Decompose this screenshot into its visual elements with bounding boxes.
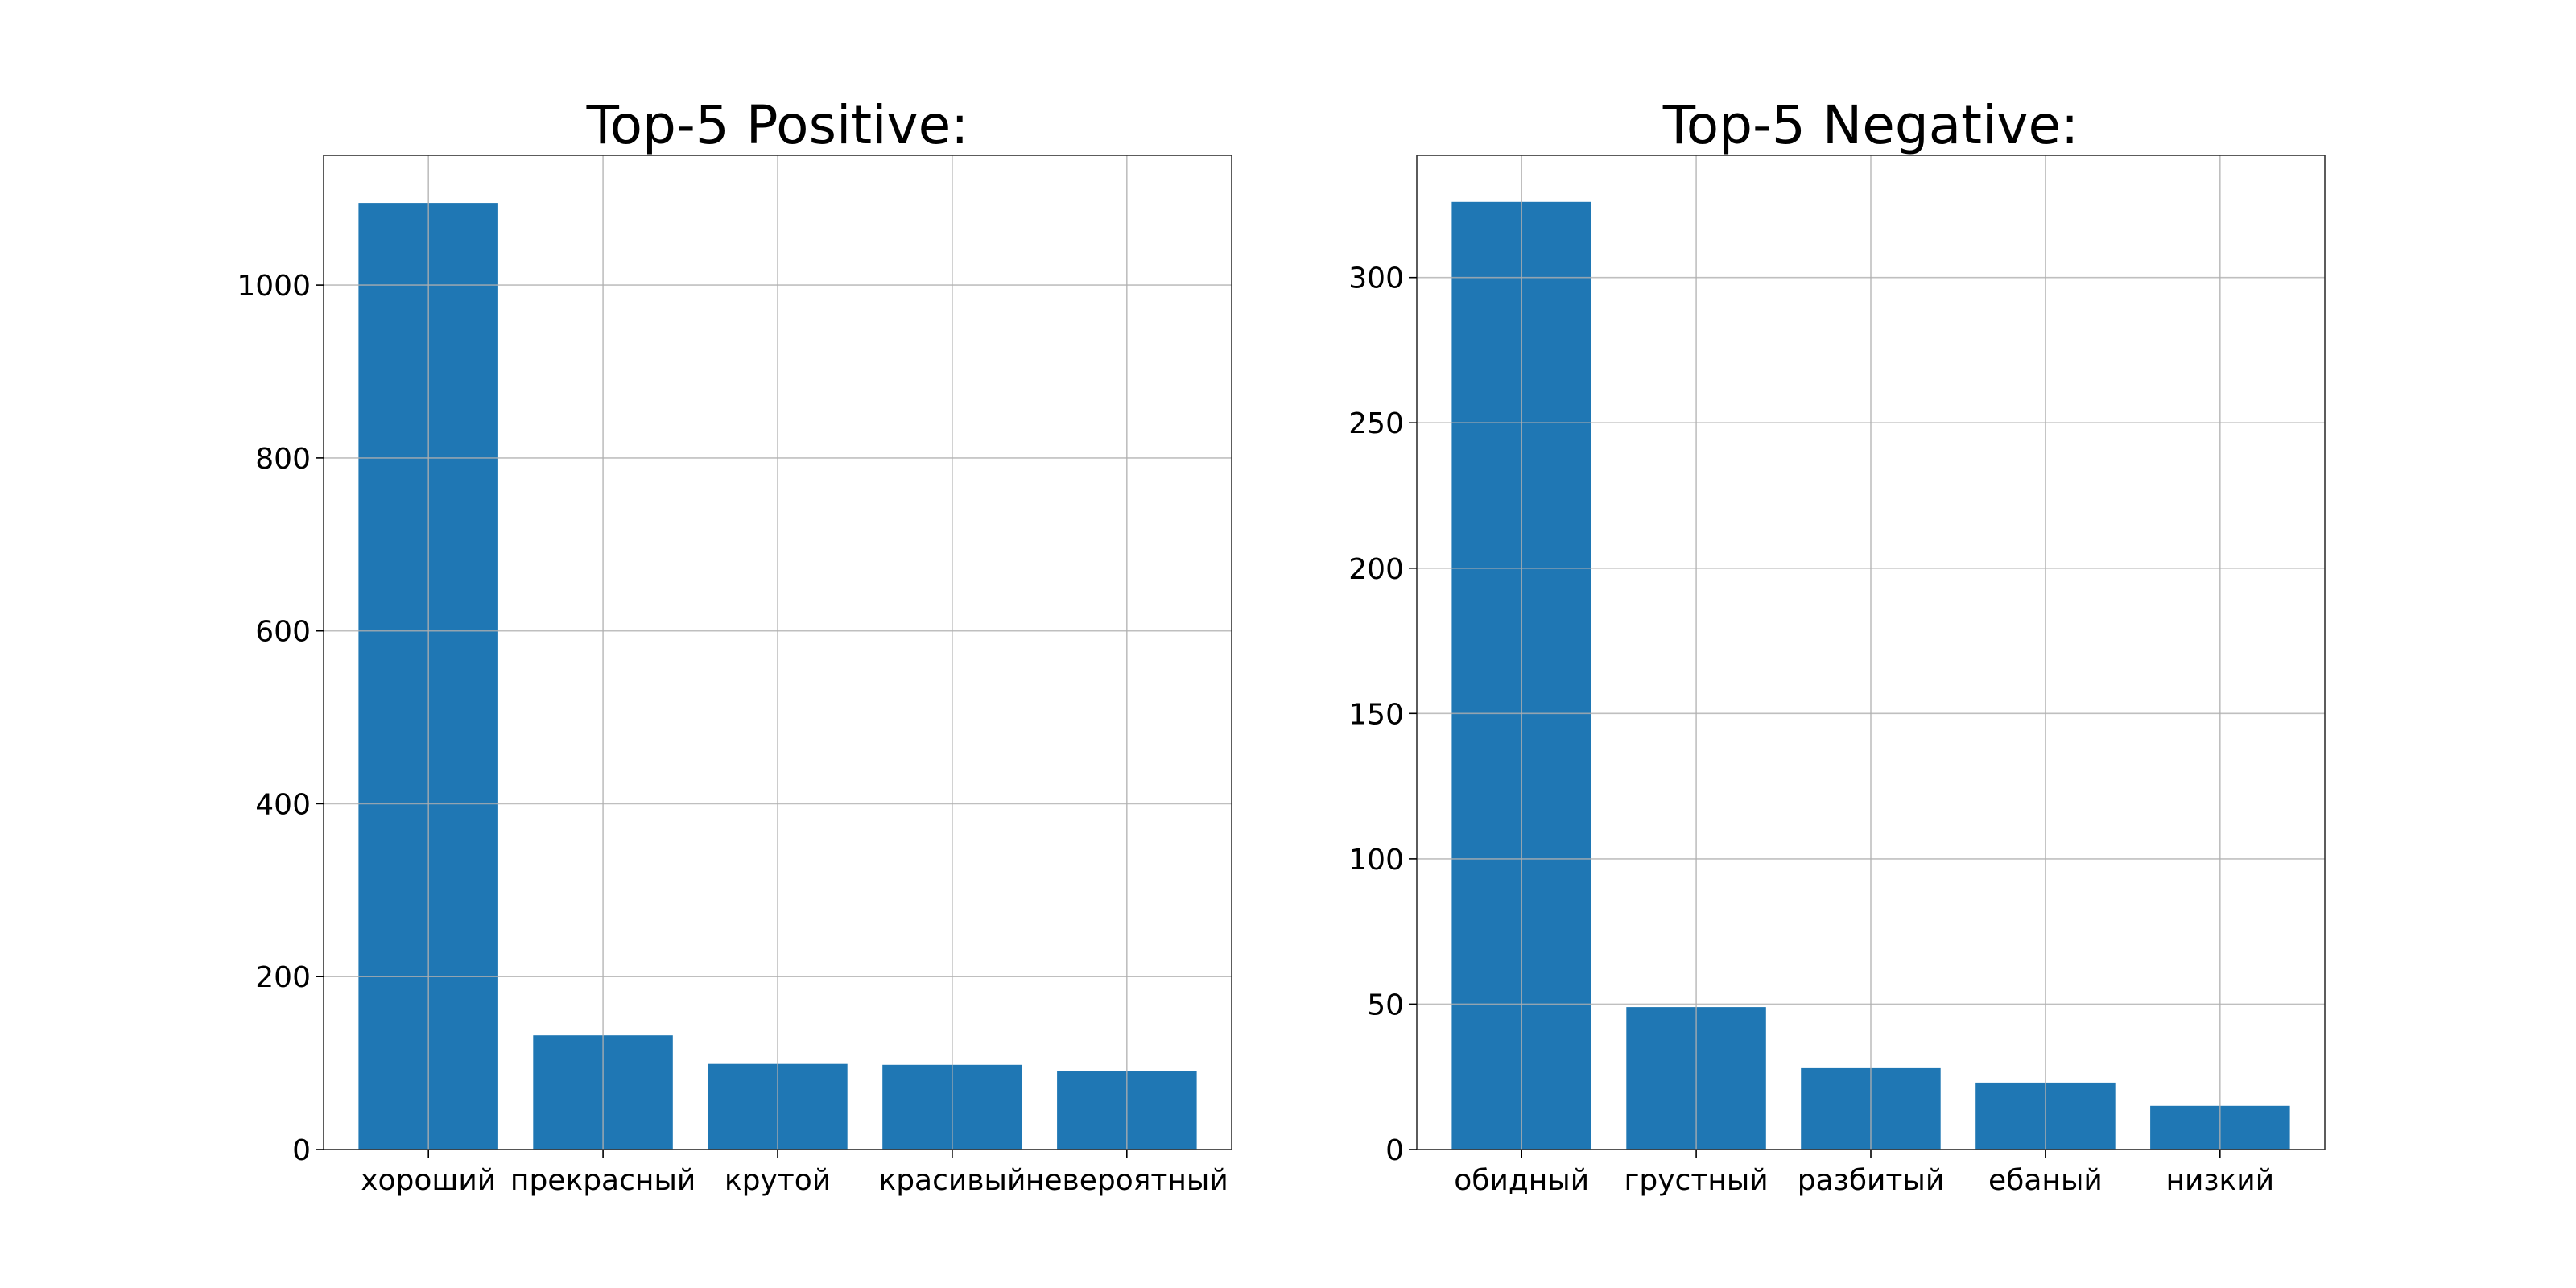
x-tick-label: крутой: [724, 1164, 831, 1197]
chart-title: Top-5 Positive:: [586, 94, 969, 156]
x-tick-label: красивый: [878, 1164, 1026, 1197]
y-tick-label: 200: [255, 961, 311, 994]
y-tick-label: 150: [1348, 698, 1404, 731]
y-tick-label: 250: [1348, 407, 1404, 440]
y-tick-label: 300: [1348, 262, 1404, 295]
y-tick-label: 0: [292, 1134, 311, 1167]
chart-title: Top-5 Negative:: [1662, 94, 2079, 156]
gridlines: [1417, 155, 2325, 1150]
x-tick-label: невероятный: [1026, 1164, 1228, 1197]
x-tick-label: разбитый: [1798, 1164, 1944, 1197]
y-tick-label: 800: [255, 443, 311, 476]
x-axis: хороший прекрасный крутой красивый невероятн…: [361, 1150, 1228, 1197]
x-tick-label: прекрасный: [510, 1164, 696, 1197]
x-axis: обидный грустный разбитый ебаный низкий: [1454, 1150, 2274, 1197]
x-tick-label: грустный: [1624, 1164, 1768, 1197]
y-tick-label: 50: [1367, 989, 1404, 1022]
y-axis: 0 50 100 150 200 250 300: [1348, 262, 1417, 1167]
x-tick-label: ебаный: [1988, 1164, 2103, 1197]
y-tick-label: 400: [255, 788, 311, 821]
x-tick-label: низкий: [2165, 1164, 2274, 1197]
x-tick-label: хороший: [361, 1164, 496, 1197]
positive-chart: Top-5 Positive: 0 200 400 600 800 1000 хороши…: [237, 94, 1232, 1197]
y-tick-label: 600: [255, 616, 311, 649]
negative-chart: Top-5 Negative: 0 50 100 150 200 250 300 обидн…: [1348, 94, 2326, 1197]
y-tick-label: 200: [1348, 553, 1404, 586]
y-tick-label: 0: [1385, 1134, 1404, 1167]
y-axis: 0 200 400 600 800 1000: [237, 270, 324, 1167]
x-tick-label: обидный: [1454, 1164, 1589, 1197]
y-tick-label: 1000: [237, 270, 311, 303]
y-tick-label: 100: [1348, 844, 1404, 877]
